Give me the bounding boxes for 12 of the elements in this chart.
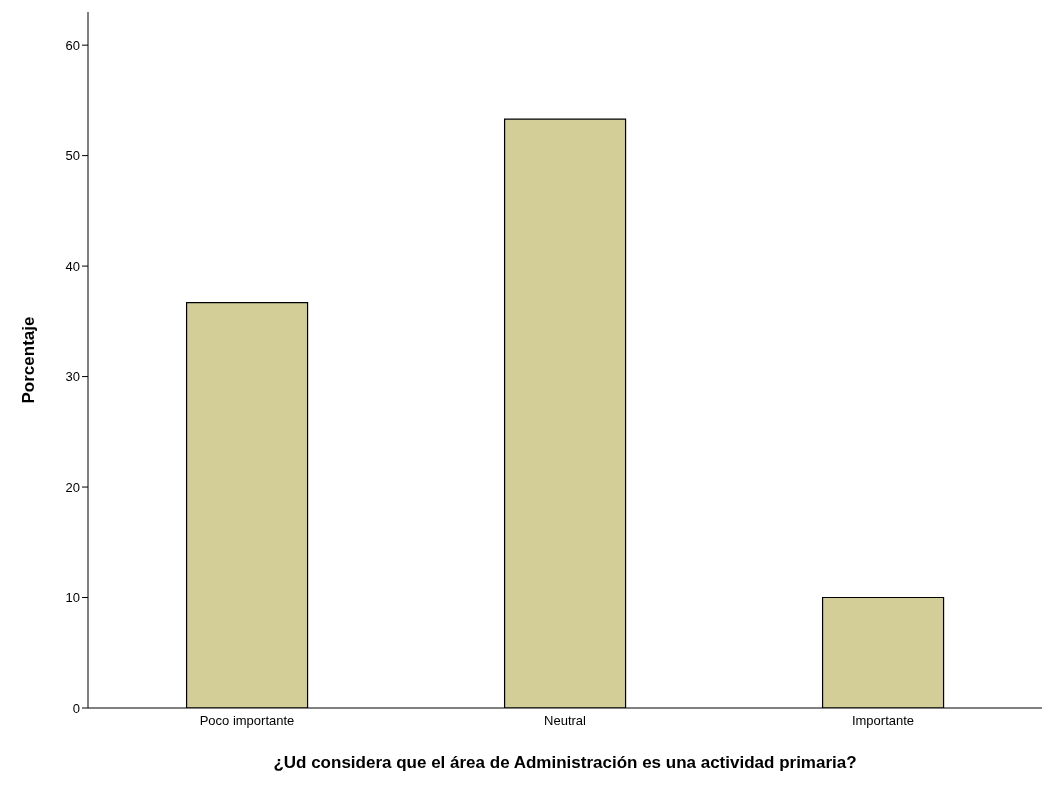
y-tick-label: 50 [65,148,80,164]
x-tick-label: Neutral [544,713,587,729]
y-tick-label: 30 [65,369,80,385]
x-tick-label: Importante [851,713,915,729]
y-tick-label: 0 [72,700,80,716]
x-axis-title: ¿Ud considera que el área de Administración es una actividad primaria? [273,753,857,772]
y-tick-label: 10 [65,590,80,606]
y-axis-title: Porcentaje [19,316,39,404]
x-tick-label: Poco importante [199,713,295,729]
y-tick-label: 20 [65,479,80,495]
y-tick-label: 60 [65,37,80,53]
y-tick-label: 40 [65,258,80,274]
